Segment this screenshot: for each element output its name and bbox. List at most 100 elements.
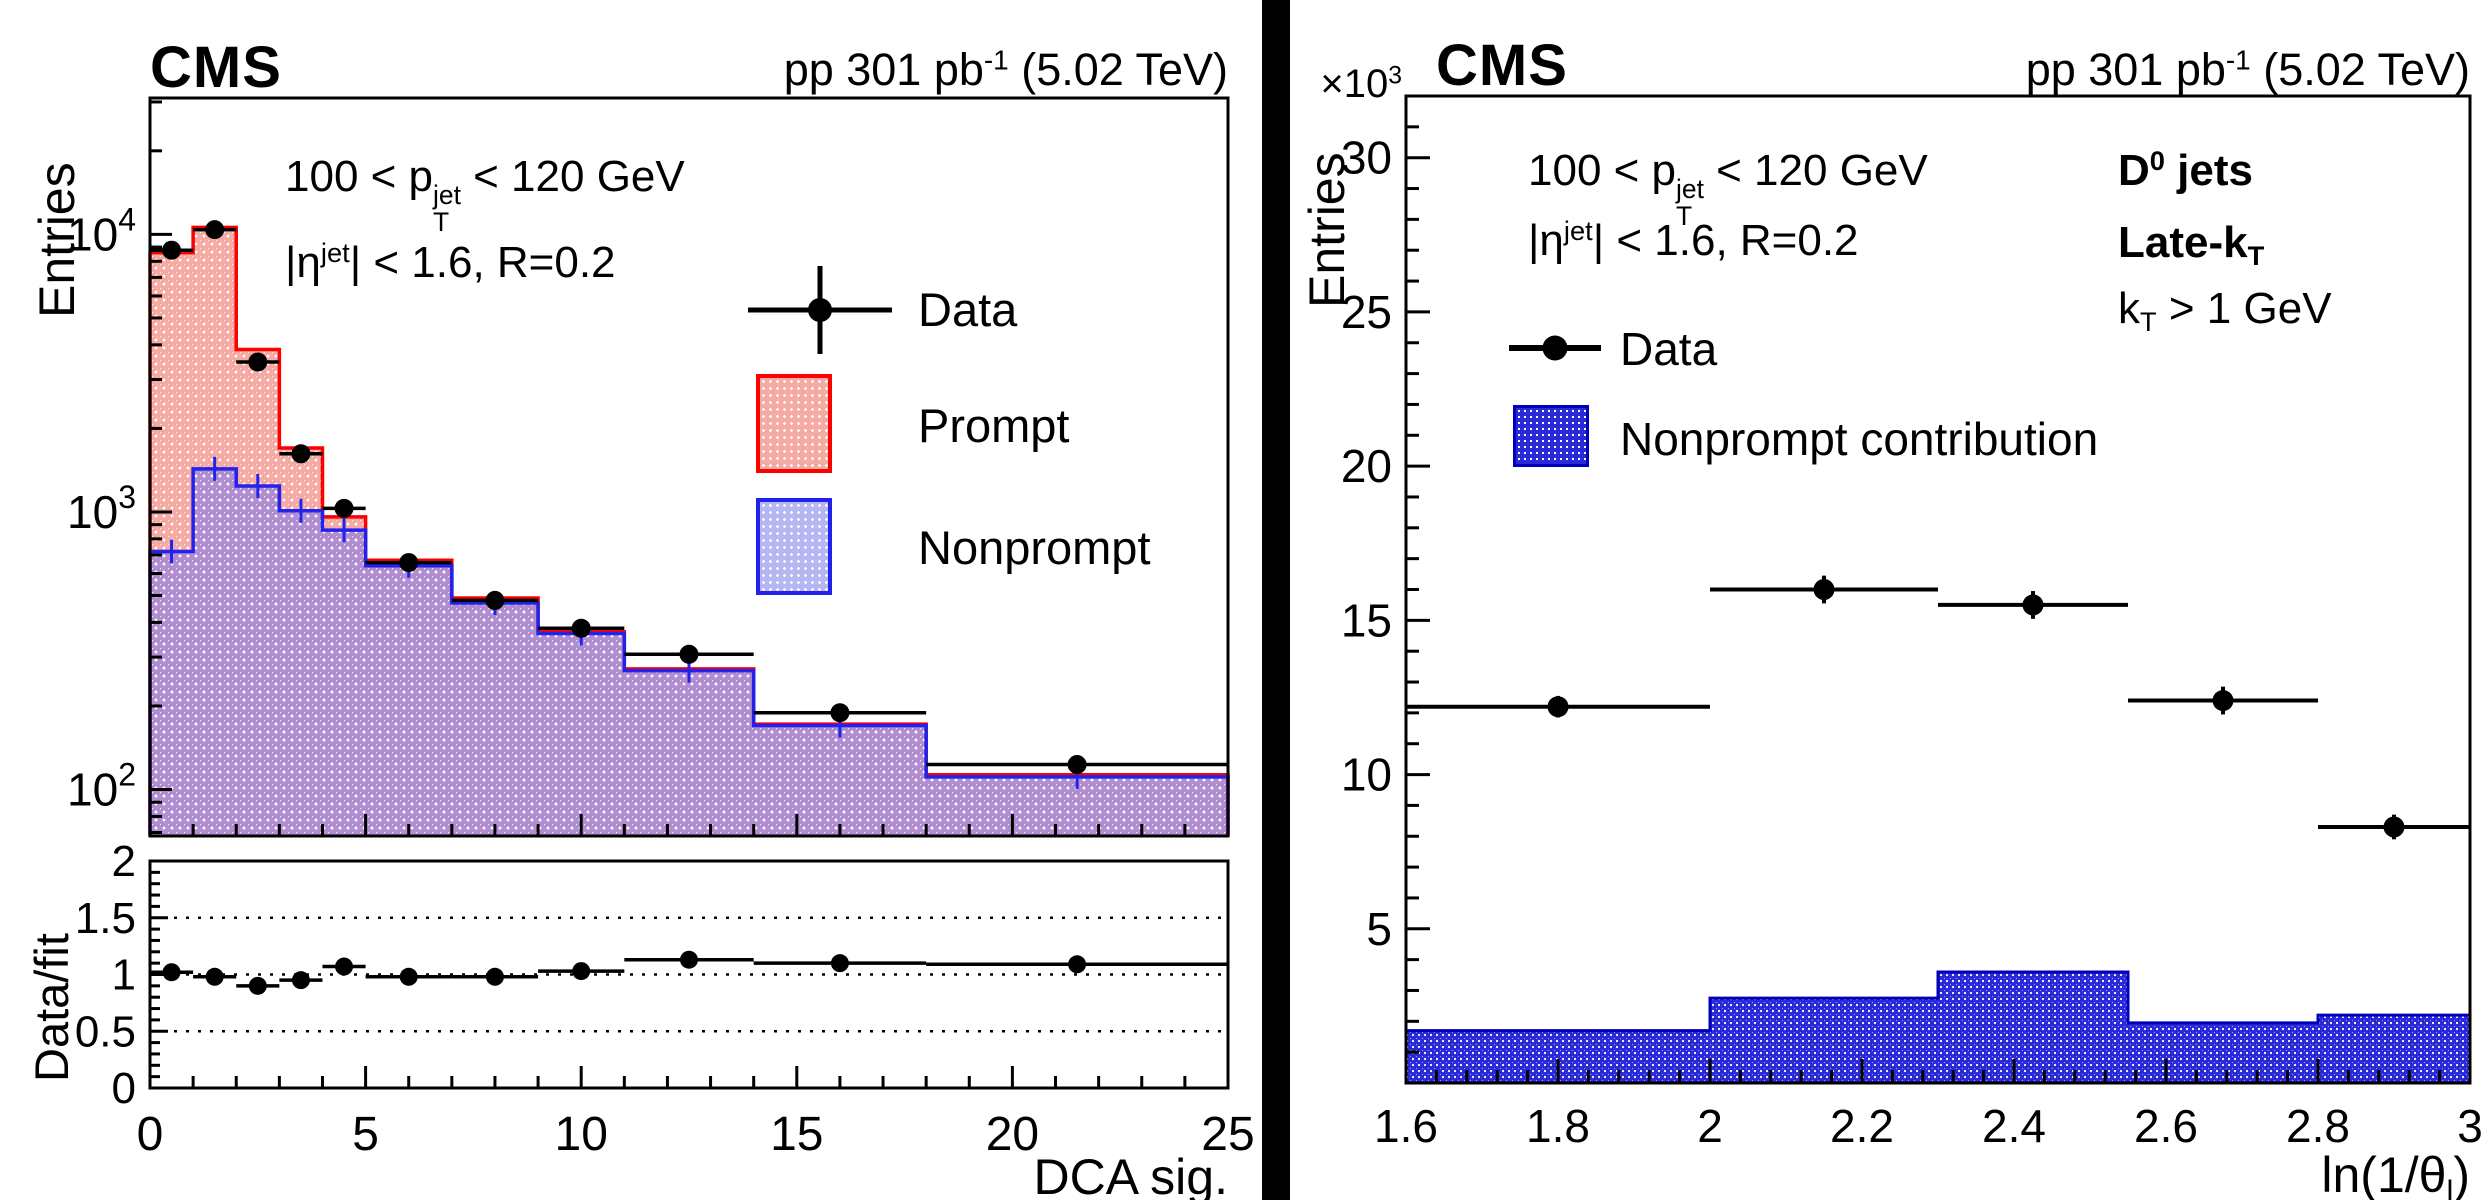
left-main-ticks: [150, 100, 1187, 836]
legend-data-marker-icon: [748, 266, 892, 354]
cut-post: < 120 GeV: [460, 152, 685, 201]
d0-post: jets: [2164, 146, 2253, 195]
eta-post: | < 1.6, R=0.2: [349, 238, 616, 287]
svg-text:25: 25: [1341, 286, 1392, 338]
lumi-sup-r: -1: [2225, 44, 2251, 76]
right-data-points: [1406, 575, 2470, 840]
svg-text:2.2: 2.2: [1830, 1100, 1894, 1152]
left-ratio-ticks: [148, 859, 1230, 1090]
left-cut-eta: |ηjet| < 1.6, R=0.2: [285, 238, 616, 288]
d0-pre: D: [2118, 146, 2150, 195]
cms-label-right: CMS: [1436, 33, 1568, 98]
svg-text:25: 25: [1201, 1108, 1254, 1161]
eta-pre-r: |η: [1528, 216, 1564, 265]
lnth-pre: ln(1/θ: [2321, 1147, 2447, 1200]
svg-text:1: 1: [112, 951, 136, 1000]
svg-text:5: 5: [1366, 903, 1392, 955]
svg-text:2: 2: [112, 837, 136, 886]
svg-text:10: 10: [555, 1108, 608, 1161]
pt-supsub: jet T: [433, 182, 461, 236]
right-chart-svg: 5 10 15 20 25 30 1.6 1.8 2 2.2 2.4 2.6 2.8 3: [1341, 94, 2483, 1152]
latekt-sub: T: [2247, 240, 2265, 272]
right-ticks: [1404, 125, 2472, 1083]
svg-text:15: 15: [770, 1108, 823, 1161]
left-ylabel-entries: Entries: [29, 162, 85, 318]
lumi-text-r: pp 301 pb: [2025, 44, 2226, 95]
latekt-pre: Late-k: [2118, 218, 2248, 267]
svg-text:15: 15: [1341, 594, 1392, 646]
right-cut-pt: 100 < p jet T < 120 GeV: [1528, 146, 1928, 230]
svg-text:30: 30: [1341, 132, 1392, 184]
kt-pre: k: [2118, 284, 2140, 333]
eta-sup: jet: [320, 237, 350, 268]
legend-data-label-left: Data: [918, 283, 1018, 336]
left-cut-pt: 100 < p jet T < 120 GeV: [285, 152, 685, 236]
kt-post: > 1 GeV: [2156, 284, 2332, 333]
tag-d0-jets: D0 jets: [2118, 146, 2253, 196]
svg-text:103: 103: [67, 479, 136, 538]
svg-text:20: 20: [986, 1108, 1039, 1161]
eta-post-r: | < 1.6, R=0.2: [1592, 216, 1859, 265]
left-xlabel-dca: DCA sig.: [1033, 1149, 1228, 1200]
pt-supsub-r: jet T: [1676, 176, 1704, 230]
lumi-energy-r: (5.02 TeV): [2250, 44, 2470, 95]
left-data-points: [150, 220, 1228, 775]
svg-text:5: 5: [352, 1108, 379, 1161]
lumi-text: pp 301 pb: [783, 44, 984, 95]
lumi-label-left: pp 301 pb-1 (5.02 TeV): [528, 44, 1228, 96]
svg-text:0: 0: [137, 1108, 164, 1161]
lnth-sub: l: [2446, 1173, 2454, 1200]
right-xlabel-lntheta: ln(1/θl): [2220, 1146, 2470, 1200]
mult-sup: 3: [1388, 62, 1402, 90]
eta-sup-r: jet: [1563, 215, 1593, 246]
svg-text:3: 3: [2457, 1100, 2483, 1152]
legend-data-label-right: Data: [1620, 323, 1718, 375]
d0-sup: 0: [2149, 145, 2165, 176]
legend-nonprompt-swatch-icon-right: [1513, 405, 1589, 467]
pt-sub: T: [433, 207, 450, 238]
svg-text:1.5: 1.5: [75, 894, 136, 943]
mult-text: ×10: [1320, 62, 1389, 106]
legend-nonprompt-swatch-icon: [756, 498, 832, 595]
legend-nonprompt-label-right: Nonprompt contribution: [1620, 413, 2099, 465]
svg-text:2.8: 2.8: [2286, 1100, 2350, 1152]
legend-prompt-label: Prompt: [918, 399, 1070, 452]
eta-pre: |η: [285, 238, 321, 287]
tag-kt-cut: kT > 1 GeV: [2118, 284, 2332, 338]
left-ratio-points: [150, 950, 1228, 995]
svg-text:2: 2: [1697, 1100, 1723, 1152]
lumi-label-right: pp 301 pb-1 (5.02 TeV): [1770, 44, 2470, 96]
svg-text:2.6: 2.6: [2134, 1100, 2198, 1152]
legend-nonprompt-label-left: Nonprompt: [918, 521, 1151, 574]
legend-prompt-swatch-icon: [756, 374, 832, 473]
svg-text:104: 104: [67, 201, 136, 260]
svg-text:1.6: 1.6: [1374, 1100, 1438, 1152]
svg-text:0: 0: [112, 1064, 136, 1113]
left-ylabel-ratio: Data/fit: [25, 933, 78, 1082]
svg-text:20: 20: [1341, 440, 1392, 492]
cms-label-left: CMS: [150, 35, 282, 100]
pt-sub-r: T: [1676, 201, 1693, 232]
right-ylabel-entries: Entries: [1299, 152, 1355, 308]
cut-post-r: < 120 GeV: [1703, 146, 1928, 195]
lumi-energy: (5.02 TeV): [1008, 44, 1228, 95]
cut-pre-r: 100 < p: [1528, 146, 1677, 195]
kt-sub: T: [2140, 306, 2157, 338]
right-cut-eta: |ηjet| < 1.6, R=0.2: [1528, 216, 1859, 266]
svg-text:0.5: 0.5: [75, 1007, 136, 1056]
lnth-post: ): [2453, 1147, 2470, 1200]
svg-text:10: 10: [1341, 749, 1392, 801]
tag-late-kt: Late-kT: [2118, 218, 2265, 272]
right-axis-multiplier: ×103: [1298, 62, 1402, 107]
svg-text:102: 102: [67, 757, 136, 816]
pt-sup-r: jet: [1676, 174, 1704, 205]
legend-data-marker-icon-right: [1509, 335, 1601, 361]
svg-text:2.4: 2.4: [1982, 1100, 2046, 1152]
plot-divider: [1262, 0, 1290, 1200]
pt-sup: jet: [433, 180, 461, 211]
svg-text:1.8: 1.8: [1526, 1100, 1590, 1152]
cut-pre: 100 < p: [285, 152, 434, 201]
right-plot-area: [1404, 970, 2472, 1083]
